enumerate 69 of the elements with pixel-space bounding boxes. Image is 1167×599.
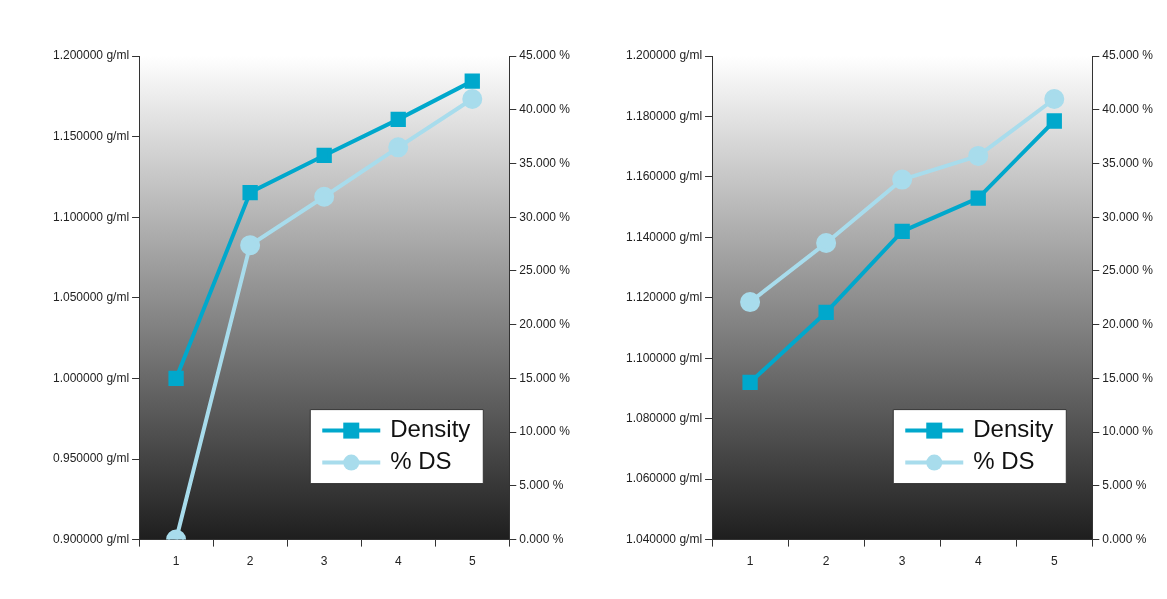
point xyxy=(968,145,989,166)
point xyxy=(1044,88,1065,109)
y2-tick-label: 20.000 % xyxy=(519,316,571,331)
y-tick-label: 1.080000 g/ml xyxy=(625,411,703,426)
y-tick-label: 1.200000 g/ml xyxy=(625,48,703,63)
x-tick-label: 5 xyxy=(1050,554,1058,569)
point xyxy=(462,88,483,109)
point xyxy=(464,73,480,89)
x-tick-label: 5 xyxy=(468,554,476,569)
point xyxy=(240,235,261,256)
point xyxy=(894,223,910,239)
y2-tick-label: 20.000 % xyxy=(1102,316,1154,331)
y2-tick-label: 30.000 % xyxy=(1102,209,1154,224)
x-tick-label: 3 xyxy=(320,554,328,569)
y-tick-label: 1.100000 g/ml xyxy=(625,350,703,365)
y2-tick-label: 25.000 % xyxy=(1102,263,1154,278)
legend-label: Density xyxy=(973,415,1054,443)
point xyxy=(388,137,409,158)
y-tick-label: 1.160000 g/ml xyxy=(625,169,703,184)
x-tick-label: 3 xyxy=(898,554,906,569)
point xyxy=(316,147,332,164)
y-tick-label: 1.120000 g/ml xyxy=(625,290,703,305)
y2-tick-label: 45.000 % xyxy=(1102,48,1154,63)
y2-tick-label: 45.000 % xyxy=(519,48,571,63)
x-tick-label: 4 xyxy=(394,554,402,569)
y2-tick-label: 5.000 % xyxy=(1102,478,1147,493)
y-tick-label: 1.040000 g/ml xyxy=(625,531,703,546)
y2-tick-label: 35.000 % xyxy=(519,155,571,170)
legend-label: % DS xyxy=(390,447,452,475)
x-tick-label: 1 xyxy=(172,554,180,569)
point xyxy=(892,169,913,190)
y-tick-label: 1.140000 g/ml xyxy=(625,229,703,244)
x-tick-label: 1 xyxy=(746,554,754,569)
legend-label: Density xyxy=(390,415,471,443)
y-tick-label: 1.050000 g/ml xyxy=(52,290,130,305)
y2-tick-label: 25.000 % xyxy=(519,263,571,278)
point xyxy=(970,190,986,206)
y-tick-label: 1.150000 g/ml xyxy=(52,128,130,143)
point xyxy=(242,184,258,201)
point xyxy=(168,370,184,387)
point xyxy=(816,232,837,253)
y-tick-label: 1.000000 g/ml xyxy=(52,370,130,385)
y2-tick-label: 0.000 % xyxy=(519,531,564,546)
y-tick-label: 1.200000 g/ml xyxy=(52,48,130,63)
point xyxy=(1046,113,1062,129)
point xyxy=(740,292,761,313)
y-tick-label: 1.060000 g/ml xyxy=(625,471,703,486)
x-tick-label: 4 xyxy=(974,554,982,569)
point xyxy=(818,304,834,320)
x-tick-label: 2 xyxy=(246,554,254,569)
y-tick-label: 1.180000 g/ml xyxy=(625,108,703,123)
point xyxy=(390,111,406,128)
y2-tick-label: 5.000 % xyxy=(519,478,564,493)
y2-tick-label: 15.000 % xyxy=(1102,370,1154,385)
y2-tick-label: 15.000 % xyxy=(519,370,571,385)
y2-tick-label: 40.000 % xyxy=(1102,102,1154,117)
y2-tick-label: 0.000 % xyxy=(1102,531,1147,546)
y-tick-label: 0.950000 g/ml xyxy=(52,451,130,466)
y2-tick-label: 10.000 % xyxy=(519,424,571,439)
y2-tick-label: 30.000 % xyxy=(519,209,571,224)
y2-tick-label: 35.000 % xyxy=(1102,155,1154,170)
legend-label: % DS xyxy=(973,447,1035,475)
point xyxy=(314,186,335,207)
y2-tick-label: 40.000 % xyxy=(519,102,571,117)
y-tick-label: 1.100000 g/ml xyxy=(52,209,130,224)
y2-tick-label: 10.000 % xyxy=(1102,424,1154,439)
y-tick-label: 0.900000 g/ml xyxy=(52,531,130,546)
x-tick-label: 2 xyxy=(822,554,830,569)
point xyxy=(742,374,758,391)
